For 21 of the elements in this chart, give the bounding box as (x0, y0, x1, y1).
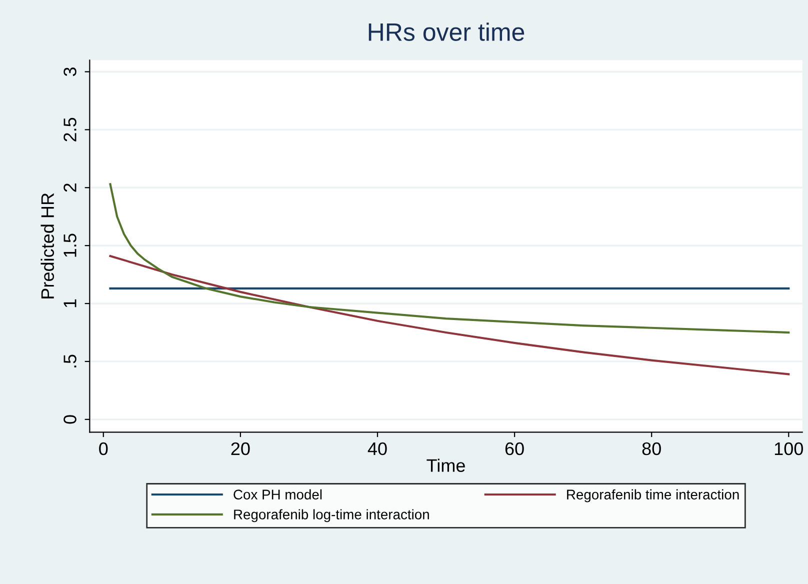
y-axis-title: Predicted HR (40, 193, 54, 298)
x-axis-title: Time (426, 458, 465, 472)
x-tick-label: 40 (368, 442, 387, 456)
y-tick-label: 2.5 (64, 118, 76, 142)
legend-label: Regorafenib log-time interaction (234, 509, 429, 522)
y-tick-label: 1.5 (64, 234, 76, 257)
line-series (109, 183, 790, 334)
y-tick-label: 1 (64, 299, 76, 308)
x-tick-label: 60 (505, 442, 524, 456)
legend-label: Regorafenib time interaction (567, 489, 739, 502)
x-tick-label: 80 (642, 442, 661, 456)
x-tick-label: 20 (231, 442, 250, 456)
y-tick-label: 2 (64, 184, 76, 192)
x-tick-label: 0 (99, 442, 108, 456)
line-series (109, 254, 790, 376)
legend-label: Cox PH model (234, 489, 322, 500)
y-tick-label: .5 (64, 354, 76, 368)
x-tick-label: 100 (774, 442, 803, 456)
y-tick-label: 0 (64, 415, 76, 424)
y-tick-label: 3 (64, 68, 76, 76)
chart-title: HRs over time (368, 22, 524, 41)
